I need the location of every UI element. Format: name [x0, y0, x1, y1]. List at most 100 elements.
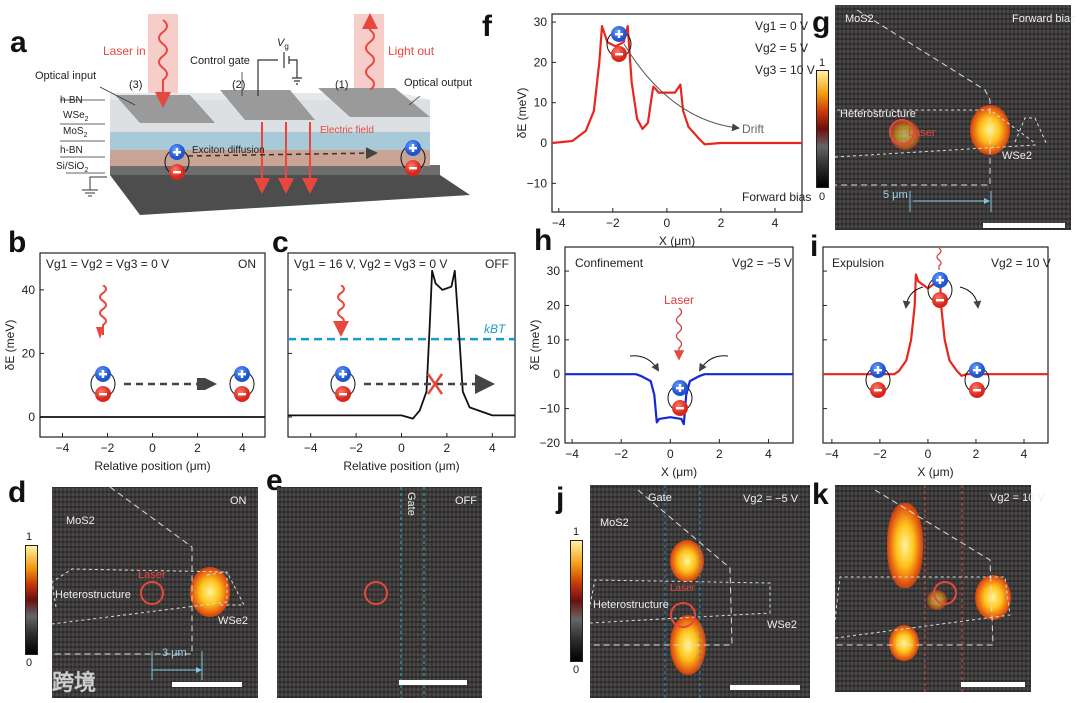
- exciton-icon: [962, 360, 992, 400]
- drift-arrow: [623, 43, 740, 132]
- colorbar-min-d: 0: [26, 657, 33, 669]
- series-line-c: [288, 269, 515, 420]
- y-tick-label: 10: [547, 333, 561, 347]
- forward-bias-label: Forward bias: [742, 190, 812, 204]
- exciton-icon: [162, 142, 192, 182]
- laser-wave-icon: [936, 248, 942, 270]
- panel-label-k: k: [812, 478, 829, 511]
- plot-frame: [564, 246, 794, 444]
- gate-label-e: Gate: [405, 492, 417, 516]
- electric-field-label: Electric field: [320, 125, 374, 136]
- y-tick-label: 30: [547, 264, 561, 278]
- wse2-label-j: WSe2: [767, 619, 797, 631]
- si-sio2-substrate: [110, 175, 470, 215]
- drift-label: Drift: [742, 122, 764, 136]
- laser-wave-icon: [99, 285, 107, 335]
- wse2-label-d: WSe2: [218, 615, 248, 627]
- plot-frame: [39, 252, 266, 438]
- control-gate-label: Control gate: [190, 55, 250, 67]
- layer-label-hbn-top: h-BN: [60, 95, 83, 106]
- gate-3: [115, 95, 215, 123]
- vg-label: V: [277, 37, 285, 49]
- vg-subscript: g: [284, 42, 289, 52]
- mos2-label-j: MoS2: [600, 517, 629, 529]
- panel-label-g: g: [812, 6, 831, 39]
- kbt-label: kBT: [484, 322, 506, 336]
- x-axis-label: Relative position (μm): [343, 459, 459, 473]
- x-tick-label: −2: [101, 441, 115, 455]
- exciton-icon: [328, 364, 358, 404]
- y-tick-label: 20: [534, 55, 548, 69]
- mos2-layer: [110, 150, 430, 166]
- layer-label-si-sio2: Si/SiO: [56, 161, 85, 172]
- vg3-label: Vg3 = 10 V: [755, 63, 815, 77]
- gate-3-label: (3): [129, 79, 143, 91]
- blocked-diffusion-arrow: [364, 373, 495, 395]
- layer-label-wse2: WSe: [63, 110, 85, 121]
- laser-label-d: Laser: [138, 569, 166, 581]
- x-tick-label: 0: [149, 441, 156, 455]
- y-tick-label: 0: [28, 410, 35, 424]
- laser-label-g: Laser: [908, 127, 936, 139]
- x-tick-label: 0: [398, 441, 405, 455]
- laser-wave-icon: [333, 285, 349, 337]
- vg1-label: Vg1 = 0 V: [755, 19, 809, 33]
- vg2-label: Vg2 = 5 V: [755, 41, 809, 55]
- x-tick-label: 4: [765, 447, 772, 461]
- confinement-label: Confinement: [575, 256, 644, 270]
- y-tick-label: 0: [540, 136, 547, 150]
- optical-input-label: Optical input: [35, 70, 97, 82]
- pl-image-j: [590, 485, 810, 698]
- x-axis-label: X (μm): [659, 234, 695, 248]
- series-line-h: [565, 373, 793, 426]
- y-tick-label: −10: [540, 402, 561, 416]
- vg-label-j: Vg2 = −5 V: [743, 493, 799, 505]
- light-out-label: Light out: [388, 44, 435, 58]
- inward-arrows-icon: [629, 355, 729, 372]
- optical-output-label: Optical output: [404, 77, 472, 89]
- exciton-icon: [665, 378, 695, 418]
- x-tick-label: −4: [565, 447, 579, 461]
- x-tick-label: 0: [925, 447, 932, 461]
- panel-label-a: a: [10, 26, 27, 59]
- panel-label-d: d: [8, 476, 27, 509]
- exciton-icon: [398, 138, 428, 178]
- y-tick-label: 20: [22, 346, 36, 360]
- gate-label-j: Gate: [648, 492, 672, 504]
- colorbar-min-g: 0: [819, 191, 826, 203]
- y-axis-label: δE (meV): [528, 320, 542, 371]
- state-label-off: OFF: [485, 257, 509, 271]
- laser-label-h: Laser: [664, 293, 695, 307]
- condition-label-b: Vg1 = Vg2 = Vg3 = 0 V: [46, 257, 170, 271]
- plot-frame: [287, 252, 516, 438]
- layer-label-mos2: MoS: [63, 126, 84, 137]
- plot-frame: [822, 246, 1049, 444]
- x-tick-label: −2: [606, 216, 620, 230]
- colorbar-max-g: 1: [819, 57, 826, 69]
- laser-label-j: Laser: [670, 583, 696, 594]
- heterostructure-label-g: Heterostructure: [840, 108, 916, 120]
- wse2-label-g: WSe2: [1002, 150, 1032, 162]
- y-axis-label: δE (meV): [3, 320, 17, 371]
- x-tick-label: 2: [718, 216, 725, 230]
- panel-label-i: i: [810, 230, 819, 263]
- panel-label-f: f: [482, 10, 492, 43]
- pl-image-k: [835, 485, 1031, 692]
- y-tick-label: 30: [534, 15, 548, 29]
- vg2-label-h: Vg2 = −5 V: [732, 256, 793, 270]
- y-tick-label: 40: [22, 283, 36, 297]
- exciton-diffusion-label: Exciton diffusion: [192, 145, 265, 156]
- subscript: 2: [84, 116, 89, 123]
- series-line-i: [823, 273, 1048, 377]
- panel-label-j: j: [556, 482, 565, 515]
- chart-f: −4 −2 0 2 4 −10 0 10 20 30 X (μm) δE (meV): [515, 13, 803, 248]
- y-tick-label: −20: [540, 436, 561, 450]
- chart-c: −4 −2 0 2 4 Relative position (μm): [287, 252, 516, 473]
- arrow-down-icon: [96, 327, 104, 339]
- x-axis-label: X (μm): [917, 465, 953, 479]
- plot-frame: [551, 13, 803, 213]
- scale-label-g: 5 μm: [883, 189, 908, 201]
- x-block-icon: [426, 373, 444, 395]
- heterostructure-label-d: Heterostructure: [55, 589, 131, 601]
